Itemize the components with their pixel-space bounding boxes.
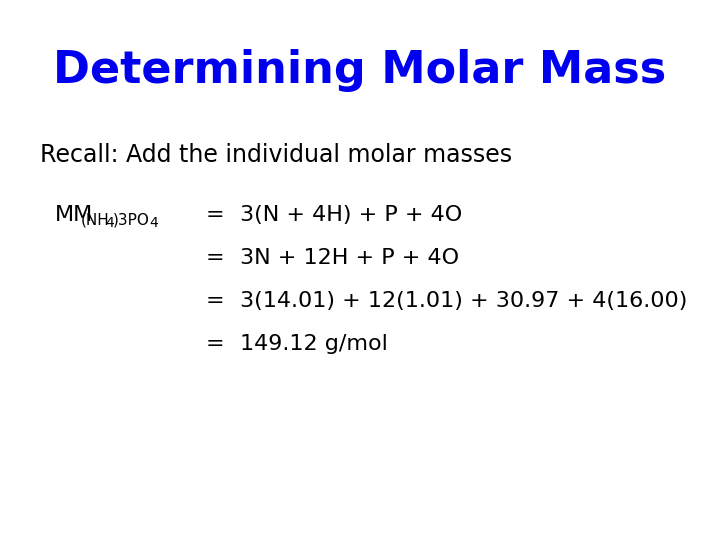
Text: 149.12 g/mol: 149.12 g/mol xyxy=(240,334,388,354)
Text: 4: 4 xyxy=(105,216,114,230)
Text: =: = xyxy=(206,205,225,225)
Text: =: = xyxy=(206,334,225,354)
Text: 3(N + 4H) + P + 4O: 3(N + 4H) + P + 4O xyxy=(240,205,462,225)
Text: Recall: Add the individual molar masses: Recall: Add the individual molar masses xyxy=(40,143,512,167)
Text: MM: MM xyxy=(55,205,94,225)
Text: =: = xyxy=(206,291,225,311)
Text: 3N + 12H + P + 4O: 3N + 12H + P + 4O xyxy=(240,248,459,268)
Text: (NH: (NH xyxy=(81,213,109,227)
Text: )3PO: )3PO xyxy=(113,213,150,227)
Text: Determining Molar Mass: Determining Molar Mass xyxy=(53,49,667,91)
Text: 3(14.01) + 12(1.01) + 30.97 + 4(16.00): 3(14.01) + 12(1.01) + 30.97 + 4(16.00) xyxy=(240,291,688,311)
Text: 4: 4 xyxy=(149,216,158,230)
Text: =: = xyxy=(206,248,225,268)
